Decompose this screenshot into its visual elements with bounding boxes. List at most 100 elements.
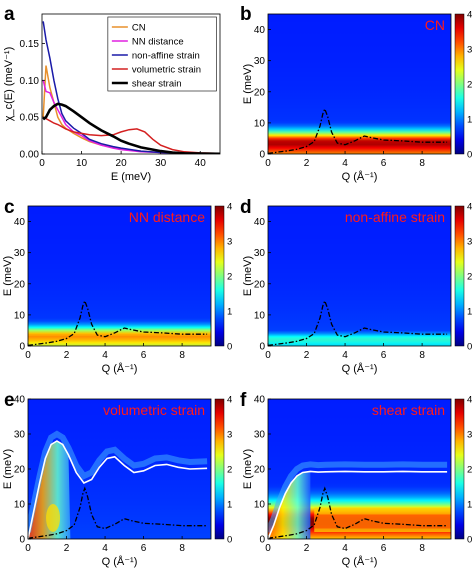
y-tick-label: 20 <box>254 279 266 290</box>
y-tick-label: 20 <box>14 465 26 476</box>
x-tick-label: 8 <box>179 350 185 361</box>
colorbar-tick-label: 1 <box>467 115 472 126</box>
legend-entry: volumetric strain <box>132 65 201 76</box>
series-line <box>42 116 220 154</box>
colorbar-tick-label: 4 <box>227 202 232 213</box>
axes-frame <box>27 205 212 347</box>
panel-letter: e <box>4 390 15 411</box>
y-tick-label: 0 <box>19 342 25 353</box>
x-tick-label: 4 <box>102 543 108 554</box>
panel-f: 0 2 4 6 8 0 10 20 30 40 Q (Å⁻¹) E (meV) 0 1 2 3 4 shear s… <box>242 395 472 569</box>
colorbar-tick-label: 2 <box>467 465 472 476</box>
panel-e: 0 2 4 6 8 0 10 20 30 40 Q (Å⁻¹) E (meV) 0 1 2 3 4 volumet… <box>2 395 232 569</box>
intensity-band <box>268 338 451 346</box>
colorbar <box>214 398 225 540</box>
panel-c: 0 2 4 6 8 0 10 20 30 40 Q (Å⁻¹) E (meV) 0 1 2 3 4 NN dist… <box>2 202 232 376</box>
colorbar-tick-label: 2 <box>467 80 472 91</box>
x-tick-label: 0 <box>39 158 45 169</box>
x-tick-label: 10 <box>76 158 88 169</box>
y-tick-label: 30 <box>14 430 26 441</box>
x-tick-label: 8 <box>419 158 425 169</box>
y-tick-label: 0 <box>259 535 265 546</box>
x-tick-label: 0 <box>265 350 271 361</box>
panel-d: 0 2 4 6 8 0 10 20 30 40 Q (Å⁻¹) E (meV) 0 1 2 3 4 non-aff… <box>242 202 472 376</box>
y-axis-label: E (meV) <box>242 64 254 104</box>
panel-b: 0 2 4 6 8 0 10 20 30 40 Q (Å⁻¹) E (meV) 0 1 2 3 4 CN <box>242 10 472 184</box>
x-tick-label: 6 <box>141 350 147 361</box>
colorbar-tick-label: 1 <box>227 307 232 318</box>
panel-letter: f <box>240 390 247 411</box>
heatmap <box>28 399 211 539</box>
colorbar-tick-label: 1 <box>227 500 232 511</box>
y-tick-label: 0.00 <box>20 150 40 161</box>
colorbar-tick-label: 4 <box>467 10 472 21</box>
panel-annotation: shear strain <box>372 402 445 418</box>
axes-frame <box>267 205 452 347</box>
panel-a: 0 10 20 30 40 0.00 0.05 0.10 0.15 E (meV) χ_c(E) (… <box>3 13 221 183</box>
x-axis-label: Q (Å⁻¹) <box>342 555 378 568</box>
y-tick-label: 30 <box>14 248 26 259</box>
colorbar-tick-label: 3 <box>467 430 472 441</box>
colorbar-tick-label: 0 <box>227 535 232 546</box>
y-axis-label: E (meV) <box>2 449 14 489</box>
x-tick-label: 8 <box>419 350 425 361</box>
heatmap <box>28 206 211 346</box>
x-tick-label: 0 <box>265 158 271 169</box>
y-tick-label: 0 <box>259 342 265 353</box>
x-axis-label: Q (Å⁻¹) <box>102 362 138 375</box>
y-axis-label: E (meV) <box>242 449 254 489</box>
colorbar-tick-label: 2 <box>227 465 232 476</box>
colorbar-tick-label: 0 <box>467 535 472 546</box>
colorbar-tick-label: 2 <box>467 272 472 283</box>
panel-annotation: CN <box>425 17 445 33</box>
overlay-curve <box>268 107 448 154</box>
y-tick-label: 0.05 <box>20 113 40 124</box>
y-tick-label: 10 <box>254 118 266 129</box>
y-tick-label: 10 <box>254 310 266 321</box>
x-tick-label: 2 <box>304 350 310 361</box>
x-tick-label: 2 <box>64 350 70 361</box>
x-tick-label: 4 <box>102 350 108 361</box>
panel-annotation: volumetric strain <box>103 402 205 418</box>
x-tick-label: 20 <box>116 158 128 169</box>
y-axis-label: E (meV) <box>242 256 254 296</box>
legend-entry: CN <box>132 23 146 34</box>
x-axis-label: Q (Å⁻¹) <box>102 555 138 568</box>
x-tick-label: 4 <box>342 543 348 554</box>
colorbar-tick-label: 4 <box>467 202 472 213</box>
x-tick-label: 4 <box>342 350 348 361</box>
colorbar <box>454 13 465 155</box>
intensity-band-core <box>314 514 451 529</box>
x-axis-label: Q (Å⁻¹) <box>342 362 378 375</box>
intensity-spot <box>46 504 61 532</box>
x-tick-label: 2 <box>304 158 310 169</box>
y-tick-label: 10 <box>14 500 26 511</box>
y-tick-label: 40 <box>14 217 26 228</box>
y-tick-label: 0.10 <box>20 76 40 87</box>
colorbar-tick-label: 0 <box>467 342 472 353</box>
colorbar-tick-label: 3 <box>467 237 472 248</box>
y-tick-label: 20 <box>254 465 266 476</box>
x-tick-label: 6 <box>381 350 387 361</box>
y-tick-label: 0 <box>259 150 265 161</box>
heatmap-field <box>268 206 451 346</box>
y-tick-label: 40 <box>254 217 266 228</box>
heatmap <box>268 14 451 154</box>
colorbar-tick-label: 0 <box>467 150 472 161</box>
x-axis-label: E (meV) <box>111 171 151 183</box>
x-tick-label: 0 <box>265 543 271 554</box>
colorbar-tick-label: 3 <box>227 430 232 441</box>
colorbar <box>454 398 465 540</box>
heatmap-field <box>28 206 211 346</box>
overlay-curve <box>268 486 448 539</box>
legend-entry: non-affine strain <box>132 51 200 62</box>
x-tick-label: 8 <box>419 543 425 554</box>
x-tick-label: 30 <box>155 158 167 169</box>
colorbar <box>214 205 225 347</box>
x-tick-label: 0 <box>25 350 31 361</box>
panel-letter: c <box>4 197 15 218</box>
y-tick-label: 30 <box>254 56 266 67</box>
y-tick-label: 30 <box>254 430 266 441</box>
panel-letter: d <box>240 197 252 218</box>
